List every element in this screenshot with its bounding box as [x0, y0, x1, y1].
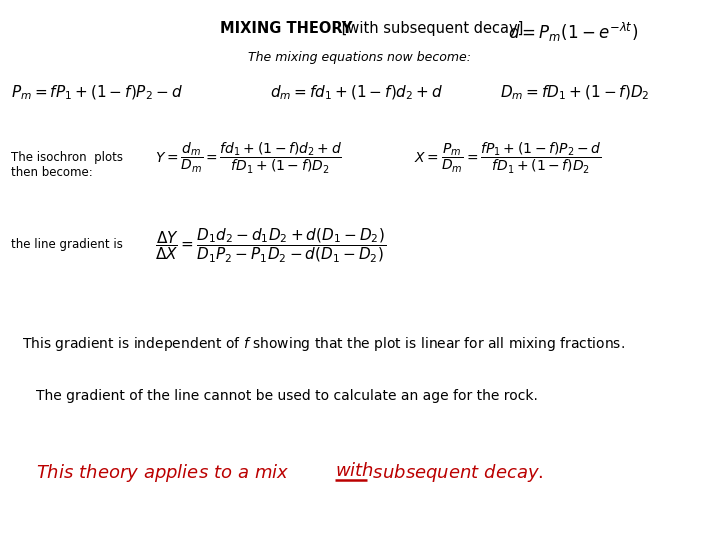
Text: $Y = \dfrac{d_m}{D_m} = \dfrac{fd_1 + \left(1-f\right)d_2 + d}{fD_1 + \left(1-f\: $Y = \dfrac{d_m}{D_m} = \dfrac{fd_1 + \l… [155, 140, 342, 176]
Text: MIXING THEORY: MIXING THEORY [220, 21, 352, 36]
Text: $D_m = fD_1 + \left(1 - f\right)D_2$: $D_m = fD_1 + \left(1 - f\right)D_2$ [500, 84, 650, 102]
Text: $\mathit{This\ theory\ applies\ to\ a\ mix\ }$: $\mathit{This\ theory\ applies\ to\ a\ m… [36, 462, 289, 484]
Text: $d_m = fd_1 + \left(1 - f\right)d_2 + d$: $d_m = fd_1 + \left(1 - f\right)d_2 + d$ [270, 84, 444, 102]
Text: [with subsequent decay]: [with subsequent decay] [337, 21, 523, 36]
Text: $d = P_m\left(1 - e^{-\lambda t}\right)$: $d = P_m\left(1 - e^{-\lambda t}\right)$ [508, 21, 638, 44]
Text: $\dfrac{\Delta Y}{\Delta X} = \dfrac{D_1 d_2 - d_1 D_2 + d\left(D_1 - D_2\right): $\dfrac{\Delta Y}{\Delta X} = \dfrac{D_1… [155, 227, 386, 265]
Text: $\mathit{\ subsequent\ decay.}$: $\mathit{\ subsequent\ decay.}$ [367, 462, 544, 484]
Text: $X = \dfrac{P_m}{D_m} = \dfrac{fP_1 + \left(1-f\right)P_2 - d}{fD_1 + \left(1-f\: $X = \dfrac{P_m}{D_m} = \dfrac{fP_1 + \l… [414, 140, 602, 176]
Text: This gradient is independent of $f$ showing that the plot is linear for all mixi: This gradient is independent of $f$ show… [22, 335, 624, 353]
Text: The gradient of the line cannot be used to calculate an age for the rock.: The gradient of the line cannot be used … [36, 389, 538, 403]
Text: $P_m = fP_1 + \left(1 - f\right)P_2 - d$: $P_m = fP_1 + \left(1 - f\right)P_2 - d$ [11, 84, 183, 102]
Text: the line gradient is: the line gradient is [11, 238, 122, 251]
Text: $\mathit{with}$: $\mathit{with}$ [335, 462, 374, 480]
Text: The isochron  plots
then become:: The isochron plots then become: [11, 151, 123, 179]
Text: The mixing equations now become:: The mixing equations now become: [248, 51, 472, 64]
